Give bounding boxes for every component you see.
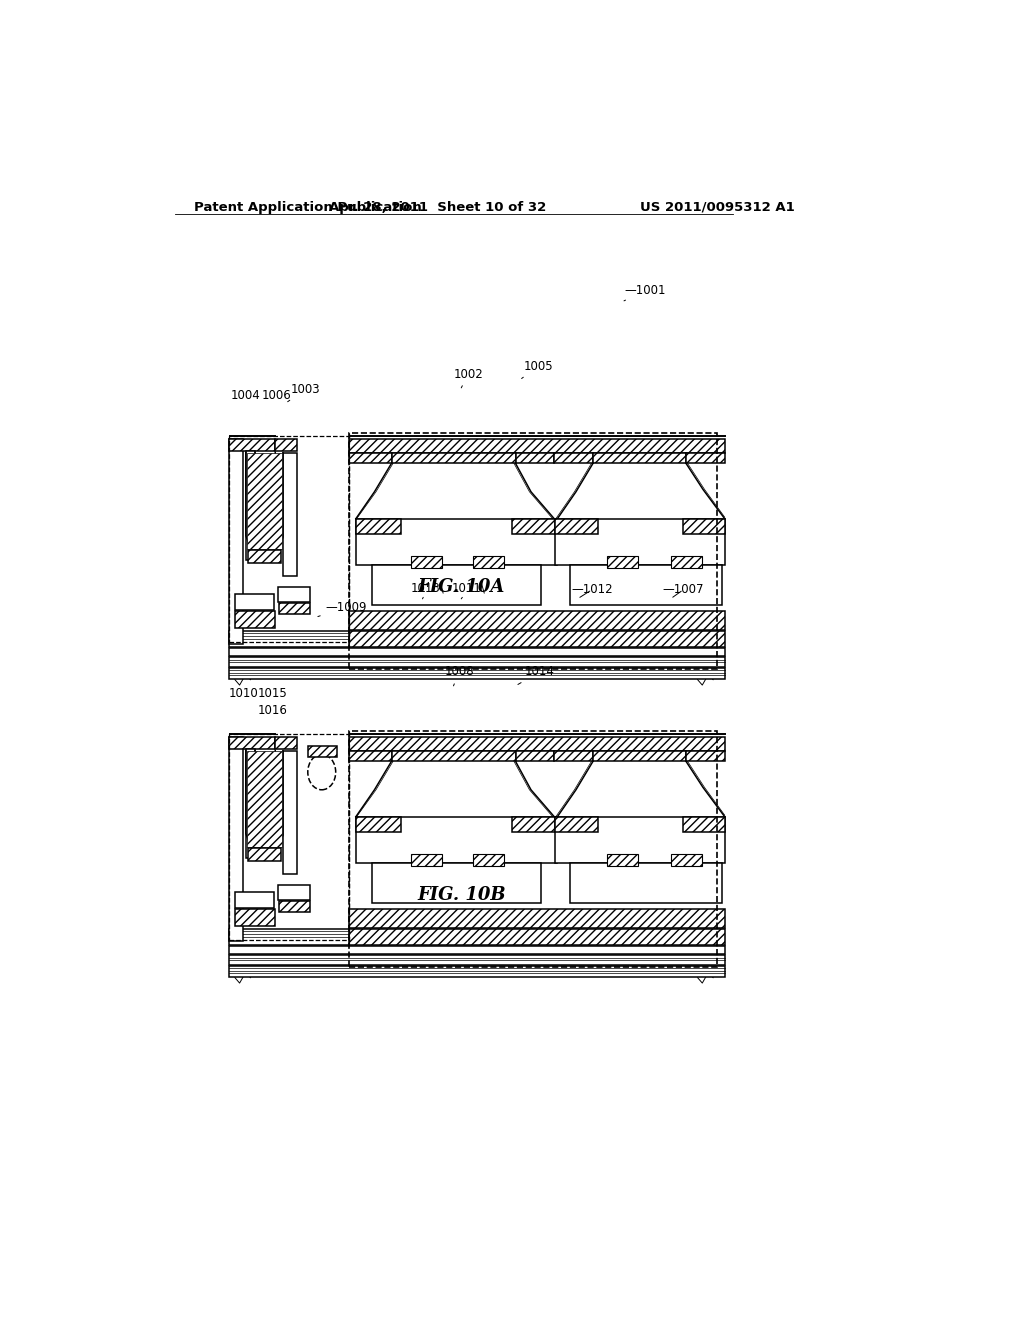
- Bar: [228, 956, 725, 965]
- Bar: [248, 847, 281, 862]
- Bar: [234, 909, 275, 927]
- Bar: [278, 884, 310, 900]
- Bar: [671, 556, 701, 568]
- Text: 1005: 1005: [521, 360, 553, 379]
- Text: Patent Application Publication: Patent Application Publication: [194, 201, 422, 214]
- Bar: [512, 817, 557, 832]
- Bar: [473, 854, 504, 866]
- Bar: [234, 892, 273, 908]
- Bar: [356, 519, 400, 535]
- Bar: [554, 751, 593, 762]
- Bar: [228, 668, 725, 678]
- Bar: [280, 603, 310, 614]
- Bar: [228, 631, 349, 647]
- Bar: [356, 817, 557, 863]
- Text: FIG. 10A: FIG. 10A: [418, 578, 505, 597]
- Bar: [349, 929, 725, 945]
- Text: —1007: —1007: [663, 583, 705, 597]
- Bar: [593, 751, 686, 762]
- Bar: [555, 817, 725, 863]
- Bar: [555, 817, 598, 832]
- Bar: [228, 657, 725, 667]
- Text: 1011\: 1011\: [452, 582, 485, 599]
- Bar: [283, 453, 297, 576]
- Bar: [349, 433, 717, 669]
- Bar: [356, 519, 557, 565]
- Text: 1010: 1010: [228, 686, 258, 700]
- Bar: [512, 519, 557, 535]
- Bar: [671, 854, 701, 866]
- Bar: [234, 594, 273, 610]
- Bar: [280, 902, 310, 912]
- Bar: [686, 751, 725, 762]
- Bar: [515, 453, 554, 463]
- Bar: [372, 565, 541, 605]
- Bar: [283, 751, 297, 874]
- Bar: [228, 929, 349, 945]
- Bar: [228, 437, 349, 642]
- Bar: [246, 748, 255, 858]
- Bar: [411, 556, 442, 568]
- Bar: [349, 631, 725, 647]
- Text: —1012: —1012: [571, 583, 613, 598]
- Bar: [275, 438, 297, 451]
- Bar: [349, 751, 391, 762]
- Bar: [228, 438, 275, 451]
- Text: —1009: —1009: [317, 601, 368, 616]
- Bar: [349, 438, 725, 453]
- Bar: [607, 854, 638, 866]
- Text: 1002: 1002: [454, 367, 483, 388]
- Bar: [228, 966, 725, 977]
- Text: 1016: 1016: [257, 704, 288, 717]
- Bar: [593, 453, 686, 463]
- Bar: [473, 556, 504, 568]
- Bar: [356, 817, 400, 832]
- Bar: [391, 751, 515, 762]
- Bar: [411, 854, 442, 866]
- Bar: [686, 453, 725, 463]
- Bar: [228, 946, 725, 954]
- Bar: [555, 519, 598, 535]
- Bar: [246, 451, 255, 561]
- Text: FIG. 10B: FIG. 10B: [417, 886, 506, 904]
- Text: 1014: 1014: [518, 665, 555, 685]
- Text: Apr. 28, 2011  Sheet 10 of 32: Apr. 28, 2011 Sheet 10 of 32: [330, 201, 547, 214]
- Text: 1006: 1006: [262, 389, 292, 403]
- Bar: [247, 751, 283, 847]
- Bar: [349, 737, 725, 751]
- Text: 1013\: 1013\: [411, 582, 444, 599]
- Bar: [228, 734, 349, 940]
- Bar: [569, 863, 722, 903]
- Bar: [247, 453, 283, 549]
- Bar: [607, 556, 638, 568]
- Bar: [569, 565, 722, 605]
- Bar: [234, 611, 275, 628]
- Text: —1001: —1001: [624, 284, 666, 301]
- Text: 1003: 1003: [288, 383, 321, 401]
- Bar: [228, 737, 275, 748]
- Bar: [228, 648, 725, 656]
- Bar: [248, 549, 281, 564]
- Bar: [683, 817, 725, 832]
- Bar: [349, 909, 725, 928]
- Bar: [228, 737, 243, 941]
- Bar: [555, 519, 725, 565]
- Bar: [349, 730, 717, 966]
- Bar: [278, 586, 310, 602]
- Bar: [372, 863, 541, 903]
- Text: 1015: 1015: [257, 686, 287, 700]
- Bar: [683, 519, 725, 535]
- Bar: [228, 438, 243, 644]
- Bar: [349, 453, 391, 463]
- Text: 1008: 1008: [444, 665, 474, 686]
- Bar: [349, 611, 725, 630]
- Bar: [308, 746, 337, 756]
- Bar: [515, 751, 554, 762]
- Bar: [391, 453, 515, 463]
- Bar: [554, 453, 593, 463]
- Text: 1004: 1004: [231, 389, 261, 403]
- Text: US 2011/0095312 A1: US 2011/0095312 A1: [640, 201, 795, 214]
- Bar: [275, 737, 297, 748]
